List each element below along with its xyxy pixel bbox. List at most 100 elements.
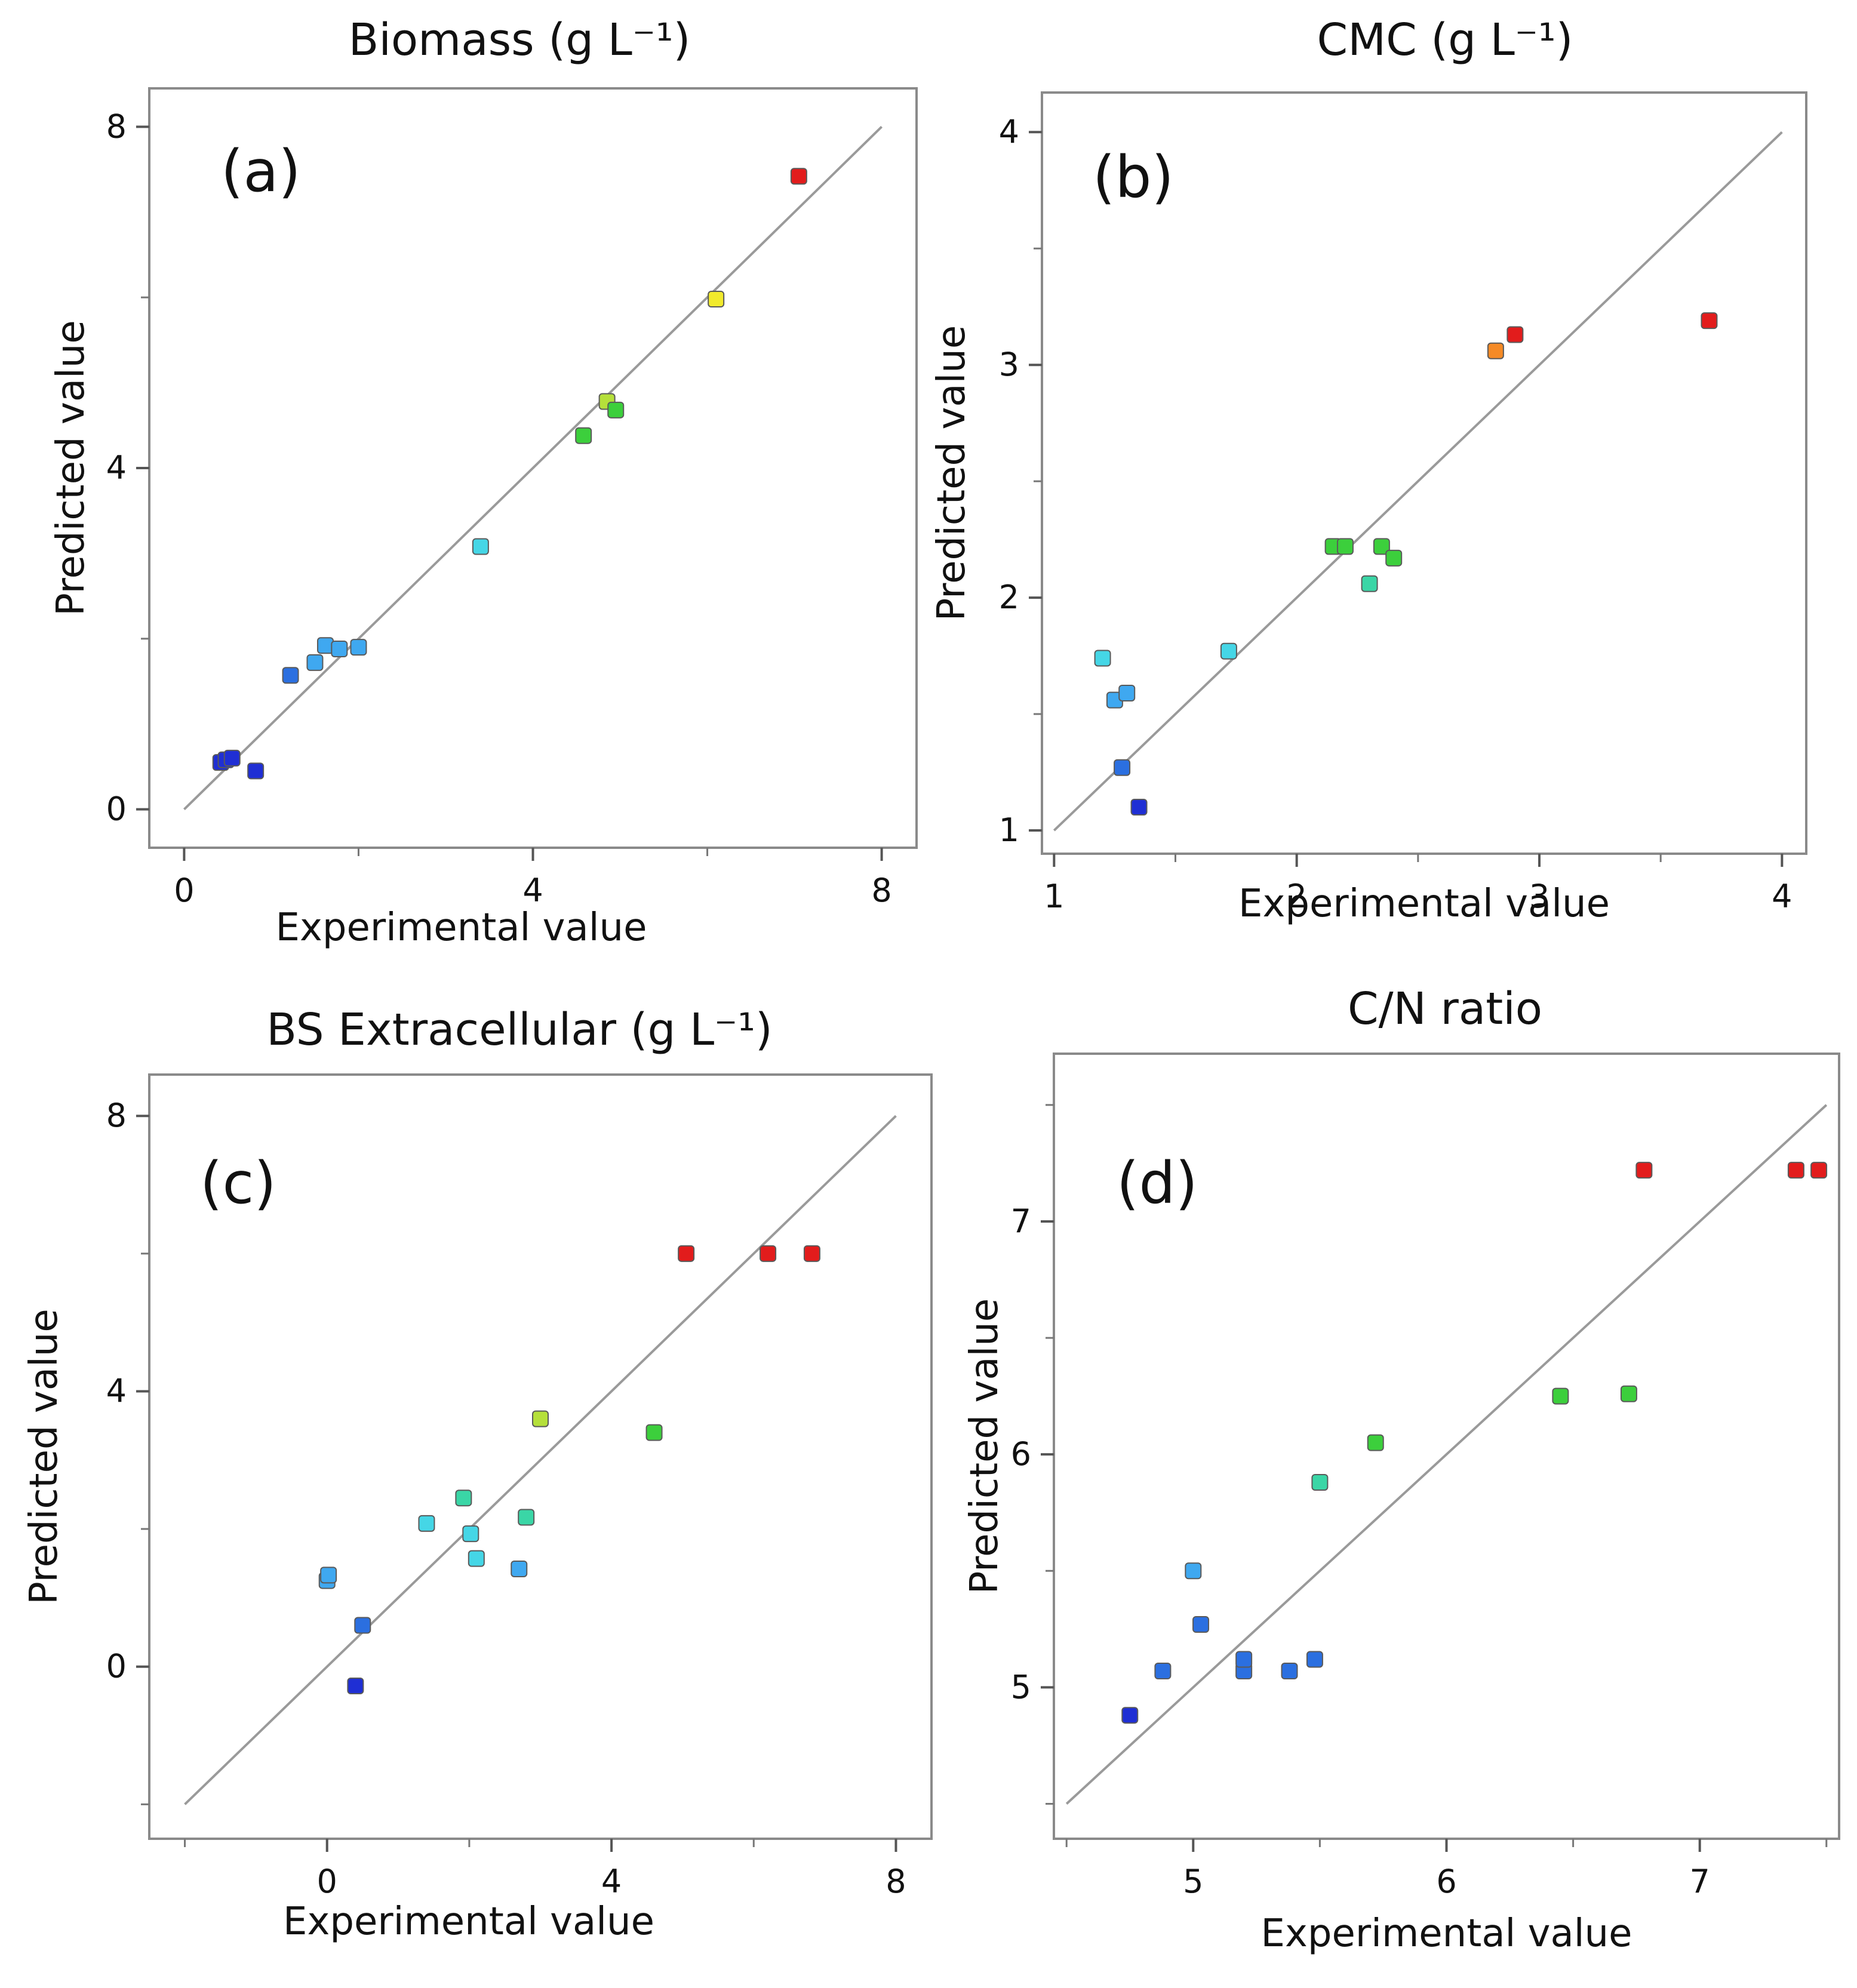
data-point — [1118, 684, 1136, 701]
data-point — [1235, 1651, 1253, 1668]
data-point — [1701, 312, 1718, 330]
y-tick-label: 4 — [106, 1372, 127, 1410]
data-point — [316, 637, 334, 654]
x-tick-label: 3 — [1529, 878, 1549, 915]
y-axis-label: Predicted value — [22, 1309, 66, 1605]
plot-frame — [1041, 91, 1807, 855]
y-tick-label: 5 — [1011, 1668, 1031, 1706]
data-point — [1620, 1385, 1637, 1402]
data-point — [1130, 799, 1148, 816]
y-tick-label: 3 — [999, 346, 1019, 383]
x-tick-label: 8 — [871, 872, 891, 909]
y-axis-label: Predicted value — [963, 1298, 1007, 1595]
data-point — [1154, 1663, 1172, 1680]
x-tick-label: 5 — [1183, 1863, 1203, 1900]
data-point — [354, 1617, 371, 1634]
y-tick-label: 7 — [1011, 1202, 1031, 1240]
data-point — [678, 1245, 695, 1262]
chart-title: Biomass (g L⁻¹) — [349, 14, 691, 66]
data-point — [472, 538, 489, 555]
data-point — [306, 654, 324, 671]
plot-frame — [1053, 1053, 1840, 1840]
data-point — [760, 1245, 777, 1262]
reference-diagonal-line — [184, 1115, 897, 1805]
panel-c: 0 4 8 0 4 8 (c) BS Extracellular (g L⁻¹) Experim… — [22, 1004, 933, 1944]
data-point — [607, 401, 625, 418]
chart-title: BS Extracellular (g L⁻¹) — [266, 1004, 773, 1055]
x-tick-label: 8 — [886, 1863, 906, 1900]
y-tick-label: 6 — [1011, 1435, 1031, 1473]
panel-label: (c) — [200, 1150, 276, 1217]
y-tick-label: 4 — [106, 449, 127, 487]
x-tick-label: 0 — [174, 872, 194, 909]
data-point — [518, 1509, 535, 1526]
reference-diagonal-line — [183, 125, 883, 811]
data-point — [455, 1490, 472, 1507]
data-point — [1185, 1562, 1202, 1580]
y-tick-label: 1 — [999, 811, 1019, 849]
y-tick-label: 0 — [106, 1648, 127, 1685]
x-axis-label: Experimental value — [283, 1900, 654, 1944]
data-point — [708, 291, 725, 308]
data-point — [1361, 575, 1378, 592]
x-tick-label: 1 — [1044, 878, 1064, 915]
data-point — [347, 1678, 364, 1694]
data-point — [1192, 1616, 1210, 1633]
data-point — [532, 1410, 549, 1427]
x-tick-label: 2 — [1286, 878, 1306, 915]
data-point — [1311, 1473, 1329, 1491]
chart-title: C/N ratio — [1348, 983, 1542, 1035]
data-point — [575, 427, 592, 444]
y-tick-label: 4 — [999, 113, 1019, 150]
data-point — [247, 762, 265, 780]
data-point — [1336, 538, 1354, 555]
data-point — [462, 1525, 479, 1543]
y-tick-label: 8 — [106, 107, 127, 145]
data-point — [803, 1245, 820, 1262]
x-tick-label: 6 — [1436, 1863, 1456, 1900]
chart-title: CMC (g L⁻¹) — [1317, 14, 1573, 66]
data-point — [282, 667, 299, 684]
y-axis-label: Predicted value — [930, 325, 974, 621]
data-point — [350, 639, 367, 656]
data-point — [1220, 642, 1237, 660]
data-point — [1487, 342, 1504, 359]
data-point — [1385, 549, 1403, 567]
data-point — [1306, 1651, 1323, 1668]
panel-a: 0 4 8 0 4 8 (a) Biomass (g L⁻¹) Experimental val… — [49, 14, 918, 950]
x-tick-label: 4 — [522, 872, 543, 909]
data-point — [1373, 538, 1390, 555]
panel-b: 1 2 3 4 1 2 3 4 (b) CMC (g L⁻¹) Experimental value… — [930, 14, 1807, 926]
y-tick-label: 2 — [999, 578, 1019, 616]
y-tick-label: 8 — [106, 1097, 127, 1134]
data-point — [1367, 1434, 1384, 1451]
data-point — [1506, 326, 1524, 343]
data-point — [331, 640, 348, 657]
data-point — [1552, 1387, 1569, 1405]
x-axis-label: Experimental value — [1238, 882, 1610, 926]
x-axis-label: Experimental value — [276, 906, 647, 950]
data-point — [1810, 1162, 1828, 1179]
data-point — [320, 1567, 337, 1584]
x-tick-label: 4 — [1772, 878, 1792, 915]
data-point — [1114, 759, 1131, 776]
panel-label: (a) — [221, 138, 301, 205]
data-point — [511, 1560, 528, 1577]
panel-label: (d) — [1117, 1150, 1198, 1217]
x-tick-label: 7 — [1690, 1863, 1710, 1900]
reference-diagonal-line — [1053, 131, 1783, 832]
data-point — [645, 1424, 663, 1441]
y-tick-label: 0 — [106, 790, 127, 828]
panel-label: (b) — [1093, 144, 1174, 211]
data-point — [1121, 1707, 1139, 1724]
data-point — [790, 168, 807, 185]
x-axis-label: Experimental value — [1261, 1912, 1632, 1956]
data-point — [1094, 650, 1111, 667]
data-point — [223, 749, 241, 767]
panel-d: 5 6 7 5 6 7 (d) C/N ratio Experimental value Pred… — [963, 983, 1840, 1956]
data-point — [1281, 1663, 1298, 1680]
x-tick-label: 4 — [601, 1863, 622, 1900]
x-tick-label: 0 — [317, 1863, 337, 1900]
